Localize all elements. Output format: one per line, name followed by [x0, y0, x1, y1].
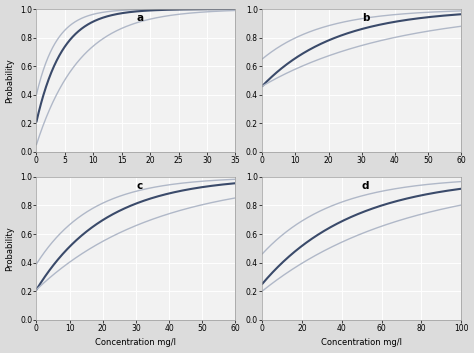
Text: c: c	[137, 181, 143, 191]
Y-axis label: Probability: Probability	[6, 58, 15, 103]
X-axis label: Concentration mg/l: Concentration mg/l	[321, 339, 402, 347]
Text: b: b	[362, 13, 369, 23]
Text: a: a	[137, 13, 144, 23]
X-axis label: Concentration mg/l: Concentration mg/l	[95, 339, 176, 347]
Y-axis label: Probability: Probability	[6, 226, 15, 271]
Text: d: d	[362, 181, 369, 191]
